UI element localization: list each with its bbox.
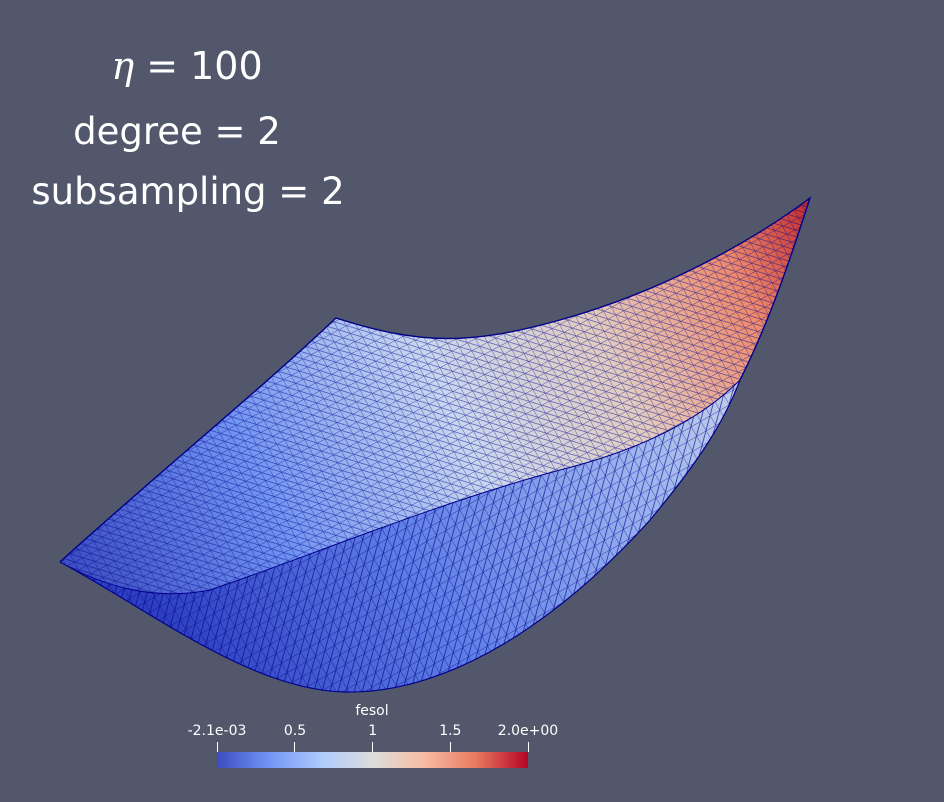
degree-annotation: degree = 2 [73,110,281,153]
eta-value: = 100 [134,44,263,88]
surface-upper-sheet [59,196,812,595]
colorbar-gradient [217,752,528,768]
eta-annotation: η = 100 [0,44,377,88]
eta-symbol: η [111,44,135,88]
subsampling-annotation: subsampling = 2 [31,170,345,213]
surface-lower-sheet [59,379,741,693]
